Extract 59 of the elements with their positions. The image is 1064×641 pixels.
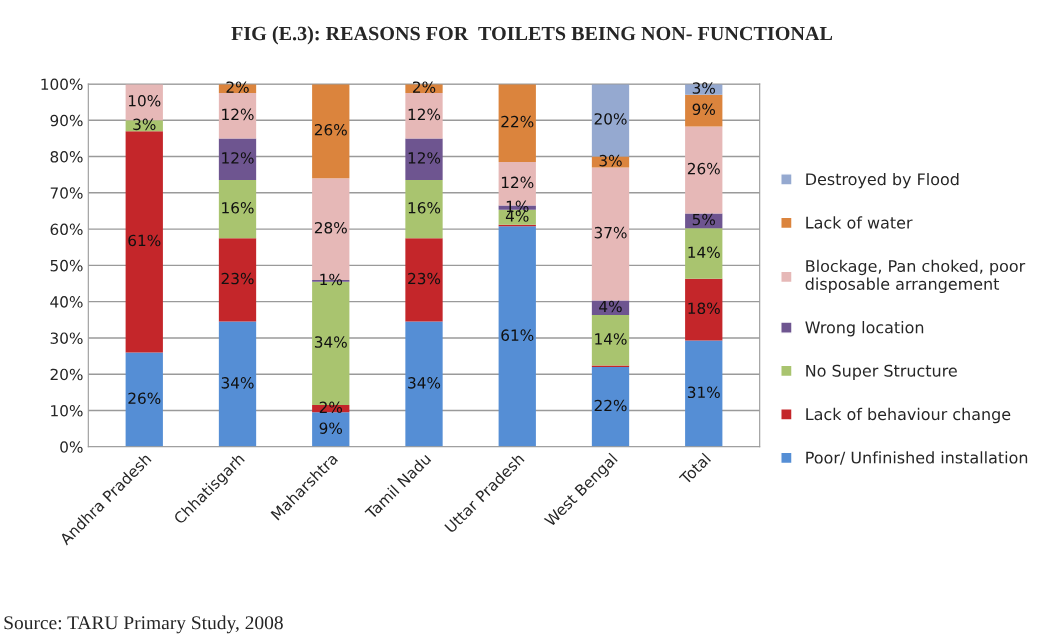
y-tick-label: 10%	[51, 404, 83, 417]
data-label: 22%	[594, 399, 627, 412]
data-label: 14%	[595, 333, 627, 345]
annotation: 5%	[692, 213, 716, 226]
data-label: 4%	[599, 300, 622, 313]
legend-label: Poor/ Unfinished installation	[806, 451, 1028, 465]
legend-label: No Super Structure	[806, 364, 957, 380]
data-label: 61%	[128, 234, 161, 247]
data-label: 10%	[128, 94, 161, 107]
y-tick-label: 20%	[50, 368, 83, 381]
data-label: 22%	[501, 115, 534, 128]
data-label: 61%	[501, 329, 534, 341]
legend-label: Blockage, Pan choked, poor disposable arrangement	[805, 259, 1026, 294]
data-label: 34%	[408, 377, 441, 389]
data-label: 16%	[408, 202, 441, 214]
data-label: 26%	[128, 392, 161, 405]
data-label: 16%	[222, 202, 254, 214]
annotation: 9%	[692, 103, 716, 116]
y-tick-label: 50%	[50, 259, 83, 272]
data-label: 2%	[226, 81, 249, 93]
data-label: 28%	[314, 221, 347, 234]
data-label: 23%	[221, 272, 254, 285]
data-label: 3%	[599, 154, 622, 167]
legend-label: Lack of behaviour change	[806, 407, 1011, 424]
data-label: 12%	[222, 152, 254, 164]
chart-title: FIG (E.3): REASONS FOR TOILETS BEING NON- FUNCTIONAL	[231, 26, 833, 45]
y-tick-label: 40%	[50, 296, 83, 308]
data-label: 34%	[314, 336, 347, 348]
data-label: 2%	[413, 81, 436, 93]
y-tick-label: 90%	[50, 114, 83, 127]
data-label: 37%	[594, 226, 627, 239]
annotation: 14%	[688, 246, 720, 259]
legend-label: Lack of water	[806, 216, 913, 229]
data-label: 20%	[594, 113, 627, 125]
data-label: 34%	[221, 377, 254, 389]
data-label: 3%	[133, 118, 156, 131]
data-label: 26%	[314, 124, 347, 136]
y-tick-label: 70%	[50, 187, 83, 199]
annotation: 26%	[687, 162, 720, 175]
y-tick-label: 0%	[60, 441, 83, 453]
y-tick-label: 60%	[50, 223, 83, 236]
data-label: 4%	[505, 210, 529, 222]
legend-label: Wrong location	[805, 321, 924, 337]
data-label: 2%	[319, 401, 343, 414]
annotation: 31%	[687, 386, 720, 399]
data-label: 12%	[222, 108, 254, 121]
legend-label: Destroyed by Flood	[806, 172, 959, 189]
annotation: 18%	[688, 302, 720, 315]
data-label: 23%	[408, 272, 441, 285]
source-note: Source: TARU Primary Study, 2008	[4, 615, 283, 634]
y-tick-label: 100%	[41, 78, 83, 90]
y-tick-label: 30%	[50, 332, 83, 344]
data-label: 12%	[408, 108, 441, 121]
y-tick-label: 80%	[50, 151, 83, 163]
data-label: 9%	[319, 422, 343, 434]
data-label: 1%	[320, 273, 343, 286]
annotation: 3%	[692, 82, 716, 94]
data-label: 12%	[408, 152, 441, 164]
data-label: 12%	[501, 176, 534, 189]
